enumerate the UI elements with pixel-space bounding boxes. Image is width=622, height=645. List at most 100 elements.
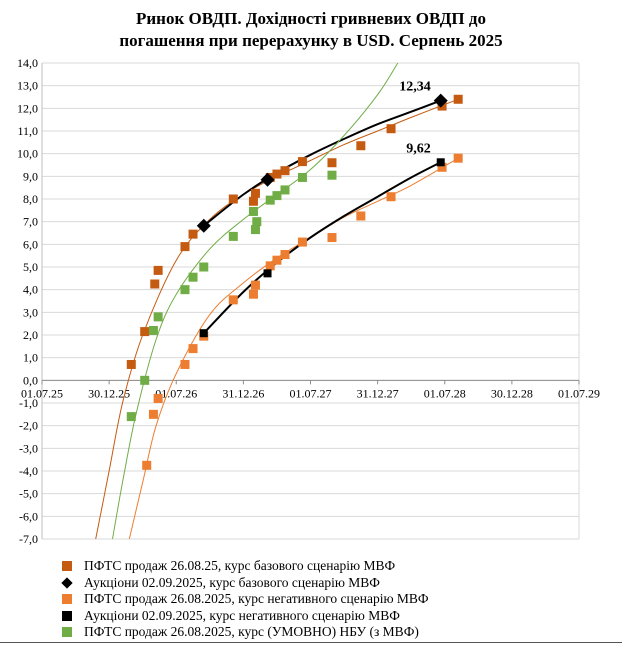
legend-swatch <box>62 610 72 621</box>
y-tick-label: 10,0 <box>17 147 38 161</box>
point-pfts_negative <box>297 237 307 247</box>
y-tick-label: 11,0 <box>17 124 38 138</box>
point-pfts_base <box>327 158 337 168</box>
x-tick-label: 01.07.25 <box>21 386 63 400</box>
point-pfts_base <box>228 194 238 204</box>
bottom-divider <box>0 642 622 643</box>
data-label-0: 12,34 <box>399 80 431 95</box>
legend-label: Аукціони 02.09.2025, курс негативного сц… <box>84 607 400 623</box>
point-pfts_base <box>453 94 463 104</box>
legend-label: Аукціони 02.09.2025, курс базового сцена… <box>84 574 380 590</box>
legend-label: ПФТС продаж 26.08.25, курс базового сцен… <box>84 558 396 573</box>
y-tick-label: -3,0 <box>19 441 38 455</box>
chart-title: Ринок ОВДП. Дохідності гривневих ОВДП до… <box>0 8 622 52</box>
point-pfts_base <box>153 265 163 275</box>
point-pfts_negative <box>142 460 152 470</box>
point-pfts_base <box>188 229 198 239</box>
point-pfts_nbu <box>280 185 290 195</box>
y-tick-label: 4,0 <box>23 283 38 297</box>
y-tick-label: 7,0 <box>23 215 38 229</box>
point-pfts_nbu <box>140 375 150 385</box>
point-pfts_negative <box>228 295 238 305</box>
x-tick-label: 30.12.25 <box>88 386 130 400</box>
point-pfts_negative <box>248 289 258 299</box>
point-pfts_base <box>356 141 366 151</box>
legend-swatch <box>62 561 72 572</box>
x-tick-label: 01.07.29 <box>558 386 600 400</box>
point-pfts_base <box>140 327 150 337</box>
point-auction_base <box>433 93 448 108</box>
x-tick-label: 31.12.27 <box>357 386 399 400</box>
y-tick-label: -2,0 <box>19 419 38 433</box>
point-pfts_nbu <box>248 206 258 216</box>
point-pfts_nbu <box>188 272 198 282</box>
x-tick-label: 01.07.27 <box>290 386 332 400</box>
y-tick-label: 2,0 <box>23 328 38 342</box>
y-tick-label: 8,0 <box>23 192 38 206</box>
legend-swatch <box>62 627 72 638</box>
y-tick-label: 5,0 <box>23 260 38 274</box>
point-pfts_base <box>126 359 136 369</box>
trend-line-pfts_base <box>95 98 459 539</box>
point-pfts_nbu <box>148 325 158 335</box>
point-pfts_base <box>280 166 290 176</box>
point-pfts_negative <box>153 393 163 403</box>
y-tick-label: -1,0 <box>19 396 38 410</box>
trend-line-pfts_nbu <box>112 63 399 539</box>
point-pfts_nbu <box>199 262 209 272</box>
y-tick-label: 14,0 <box>17 56 38 70</box>
legend-swatch <box>62 594 72 605</box>
point-auction_negative <box>436 158 445 167</box>
y-tick-label: -5,0 <box>19 487 38 501</box>
point-pfts_negative <box>265 261 275 271</box>
y-tick-label: 12,0 <box>17 101 38 115</box>
legend-item: Аукціони 02.09.2025, курс базового сцена… <box>61 574 429 592</box>
point-auction_base <box>260 172 275 187</box>
y-tick-label: 3,0 <box>23 305 38 319</box>
point-pfts_negative <box>356 211 366 221</box>
point-pfts_negative <box>148 409 158 419</box>
chart-legend: ПФТС продаж 26.08.25, курс базового сцен… <box>61 558 429 641</box>
point-pfts_nbu <box>272 191 282 201</box>
y-tick-label: 1,0 <box>23 351 38 365</box>
point-pfts_base <box>272 169 282 179</box>
point-auction_negative <box>263 269 272 278</box>
chart-plot: 14,0 13,0 12,0 11,0 10,0 9,0 8,0 7,0 6,0 5,0 4,0 3,… <box>17 56 600 546</box>
point-pfts_base <box>250 188 260 198</box>
point-pfts_base <box>386 124 396 134</box>
y-tick-label: -6,0 <box>19 509 38 523</box>
point-pfts_negative <box>180 359 190 369</box>
y-tick-label: -4,0 <box>19 464 38 478</box>
point-pfts_nbu <box>327 170 337 180</box>
point-pfts_negative <box>188 344 198 354</box>
trend-line-auction_negative <box>203 161 442 334</box>
point-pfts_base <box>180 242 190 252</box>
point-pfts_negative <box>453 153 463 163</box>
legend-item: Аукціони 02.09.2025, курс негативного сц… <box>62 608 429 625</box>
point-auction_negative <box>199 329 208 338</box>
legend-label: ПФТС продаж 26.08.2025, курс негативного… <box>84 591 429 606</box>
point-pfts_nbu <box>265 195 275 205</box>
point-pfts_negative <box>250 280 260 290</box>
legend-label: ПФТС продаж 26.08.2025, курс (УМОВНО) НБ… <box>84 624 419 639</box>
legend-swatch <box>61 577 73 589</box>
point-pfts_base <box>248 196 258 206</box>
y-tick-label: 0,0 <box>23 373 38 387</box>
point-pfts_negative <box>272 255 282 265</box>
point-pfts_negative <box>280 250 290 260</box>
y-tick-label: 13,0 <box>17 79 38 93</box>
x-tick-label: 01.07.28 <box>424 386 466 400</box>
data-label-1: 9,62 <box>406 141 431 156</box>
point-pfts_nbu <box>250 225 260 235</box>
x-tick-label: 30.12.28 <box>491 386 533 400</box>
point-pfts_base <box>297 157 307 167</box>
point-pfts_nbu <box>126 412 136 422</box>
x-tick-label: 31.12.26 <box>222 386 264 400</box>
y-tick-label: 9,0 <box>23 169 38 183</box>
legend-item: ПФТС продаж 26.08.2025, курс негативного… <box>62 591 429 608</box>
legend-item: ПФТС продаж 26.08.25, курс базового сцен… <box>62 558 429 575</box>
legend-item: ПФТС продаж 26.08.2025, курс (УМОВНО) НБ… <box>62 624 429 641</box>
y-tick-label: 6,0 <box>23 237 38 251</box>
point-pfts_base <box>150 279 160 289</box>
y-tick-label: -7,0 <box>19 532 38 546</box>
